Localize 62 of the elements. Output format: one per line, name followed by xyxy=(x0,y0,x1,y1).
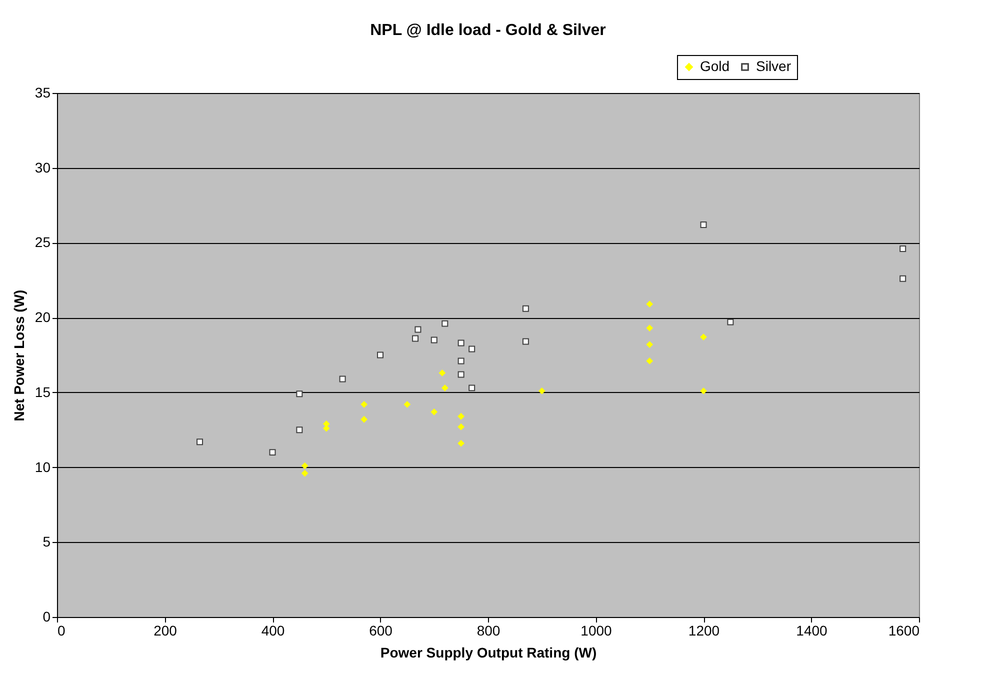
point xyxy=(430,336,438,344)
point xyxy=(522,305,529,312)
point xyxy=(538,388,546,394)
point xyxy=(339,376,346,382)
point xyxy=(646,300,653,308)
legend-label: Gold xyxy=(700,58,730,74)
x-tick-label: 1200 xyxy=(688,622,720,638)
point xyxy=(458,358,464,364)
y-tick-label: 10 xyxy=(34,458,51,475)
point xyxy=(900,245,906,252)
point xyxy=(646,324,653,332)
point xyxy=(360,401,368,408)
x-tick-label: 1600 xyxy=(888,622,920,638)
x-axis-title: Power Supply Output Rating (W) xyxy=(380,644,597,660)
y-tick-label: 5 xyxy=(42,534,51,550)
point xyxy=(196,438,204,446)
y-tick-label: 15 xyxy=(34,384,51,400)
point xyxy=(438,370,446,376)
point xyxy=(458,424,464,430)
point xyxy=(404,401,410,408)
y-axis-title: Net Power Loss (W) xyxy=(10,290,27,422)
point xyxy=(727,318,734,326)
x-tick-label: 200 xyxy=(154,622,178,638)
point xyxy=(458,440,464,447)
y-tick-label: 35 xyxy=(34,84,51,100)
point xyxy=(442,384,448,392)
point xyxy=(700,334,707,340)
point xyxy=(296,390,303,398)
point xyxy=(522,338,529,345)
x-tick-label: 600 xyxy=(369,622,393,638)
point xyxy=(700,222,707,228)
legend-label: Silver xyxy=(756,58,792,74)
y-tick-label: 20 xyxy=(34,309,51,326)
point xyxy=(468,346,476,352)
point xyxy=(442,320,448,327)
point xyxy=(430,408,438,416)
point xyxy=(302,470,308,477)
point xyxy=(646,358,653,364)
point xyxy=(458,371,464,378)
point xyxy=(296,426,303,434)
x-tick-label: 0 xyxy=(58,622,66,638)
point xyxy=(468,384,476,392)
point xyxy=(269,449,276,456)
x-tick-label: 400 xyxy=(261,622,285,638)
y-tick-label: 0 xyxy=(42,608,51,624)
point xyxy=(700,388,707,394)
point xyxy=(458,413,464,420)
point xyxy=(360,416,368,423)
point xyxy=(323,425,330,432)
y-tick-label: 30 xyxy=(34,159,51,176)
point xyxy=(414,326,422,333)
x-tick-label: 1400 xyxy=(796,622,828,638)
y-tick-label: 25 xyxy=(34,234,51,250)
point xyxy=(458,340,464,346)
point xyxy=(412,335,419,342)
point xyxy=(900,275,906,282)
point xyxy=(646,341,653,348)
x-tick-label: 1000 xyxy=(580,622,612,638)
point xyxy=(302,462,308,470)
point xyxy=(377,352,384,358)
x-tick-label: 800 xyxy=(476,622,500,638)
chart-title: NPL @ Idle load - Gold & Silver xyxy=(370,22,606,39)
